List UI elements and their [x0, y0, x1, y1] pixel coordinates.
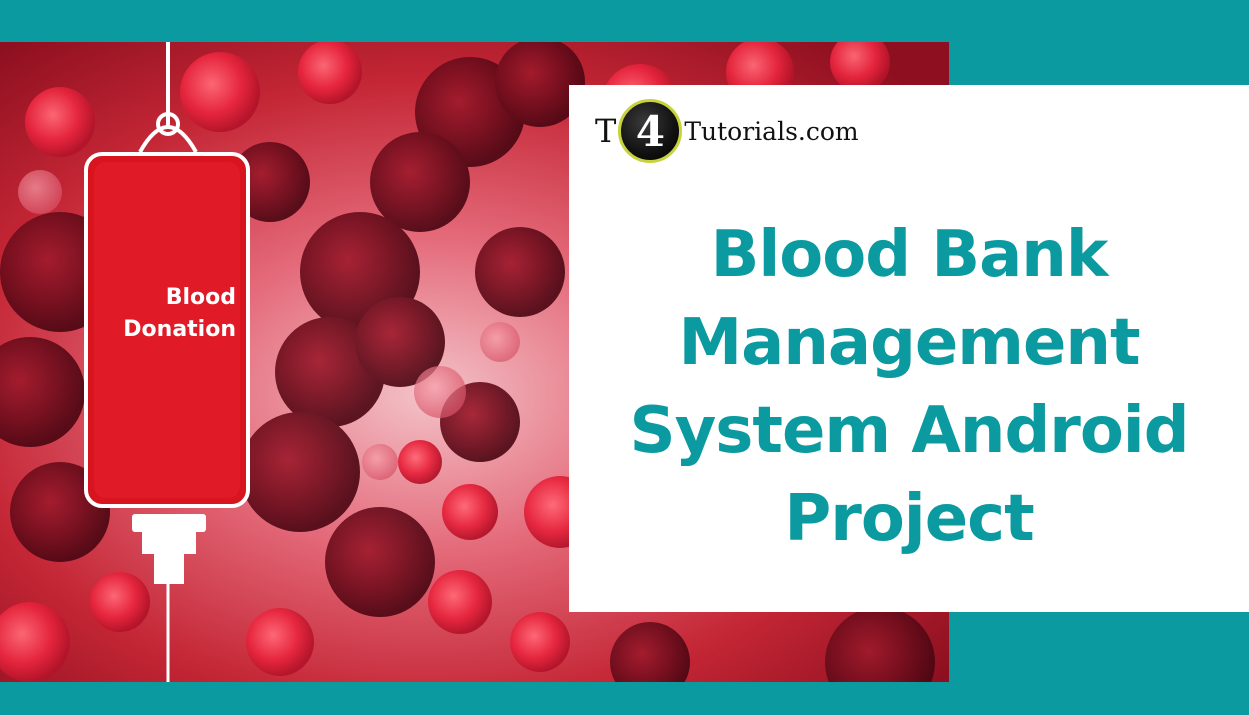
bag-label-line2: Donation	[123, 317, 236, 342]
title-line-3: System Android	[629, 394, 1189, 468]
page-title: Blood Bank Management System Android Pro…	[569, 211, 1249, 563]
logo-suffix: Tutorials.com	[684, 116, 859, 146]
logo-badge-icon: 4	[618, 99, 683, 163]
title-line-1: Blood Bank	[710, 218, 1109, 292]
bag-label: Blood Donation	[96, 282, 236, 346]
title-line-4: Project	[784, 482, 1034, 556]
bag-label-line1: Blood	[165, 285, 236, 310]
title-card: T 4 Tutorials.com Blood Bank Management …	[569, 85, 1249, 612]
logo-prefix: T	[595, 112, 617, 150]
title-line-2: Management	[678, 306, 1140, 380]
t4tutorials-logo[interactable]: T 4 Tutorials.com	[595, 95, 859, 167]
